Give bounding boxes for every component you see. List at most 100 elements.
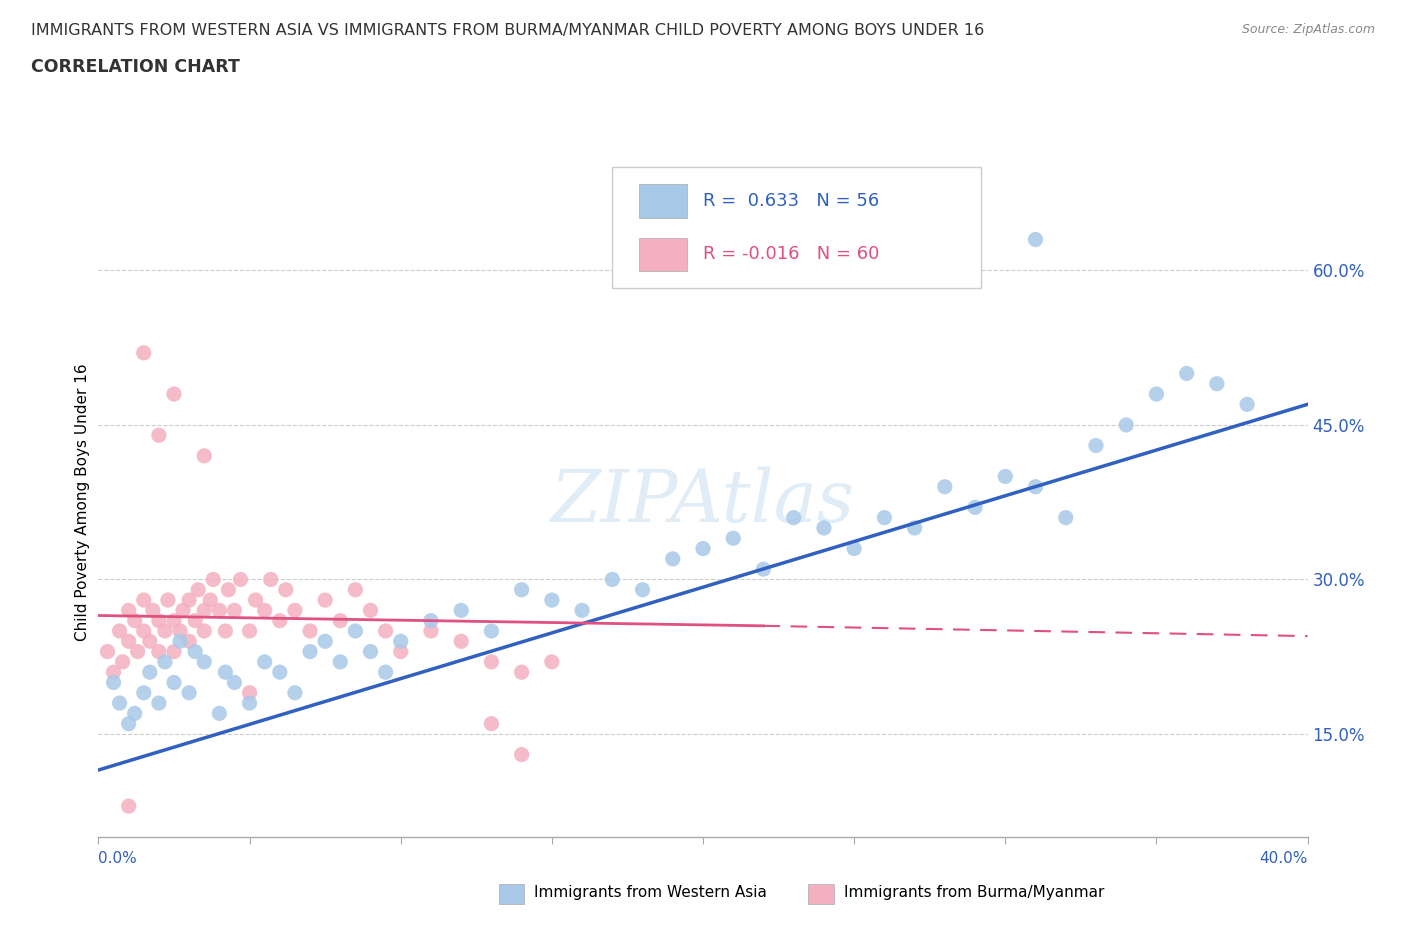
Point: [148, 644, 170, 659]
Point: [1206, 377, 1229, 392]
Point: [163, 644, 186, 659]
Point: [274, 582, 297, 597]
Point: [253, 603, 276, 618]
Point: [602, 572, 624, 587]
Point: [148, 613, 170, 628]
Point: [124, 706, 146, 721]
Point: [510, 747, 533, 762]
Point: [208, 706, 231, 721]
Point: [156, 592, 179, 607]
Point: [111, 655, 134, 670]
Point: [132, 592, 155, 607]
Point: [752, 562, 775, 577]
Point: [239, 685, 262, 700]
Point: [148, 696, 170, 711]
Text: Source: ZipAtlas.com: Source: ZipAtlas.com: [1241, 23, 1375, 36]
Point: [1236, 397, 1258, 412]
Point: [260, 572, 283, 587]
Point: [934, 479, 956, 494]
Point: [184, 613, 207, 628]
Point: [103, 665, 125, 680]
Point: [193, 655, 215, 670]
Point: [481, 655, 503, 670]
Point: [1115, 418, 1137, 432]
Point: [329, 655, 352, 670]
Point: [118, 799, 141, 814]
Point: [239, 623, 262, 638]
Point: [1085, 438, 1108, 453]
Point: [142, 603, 165, 618]
FancyBboxPatch shape: [638, 184, 688, 218]
Text: 40.0%: 40.0%: [1260, 851, 1308, 866]
Point: [103, 675, 125, 690]
Text: R = -0.016   N = 60: R = -0.016 N = 60: [703, 246, 879, 263]
Point: [132, 623, 155, 638]
Point: [184, 644, 207, 659]
Point: [124, 613, 146, 628]
Point: [510, 582, 533, 597]
Point: [245, 592, 267, 607]
Point: [813, 521, 835, 536]
Point: [374, 623, 396, 638]
Point: [214, 623, 236, 638]
Point: [662, 551, 685, 566]
Point: [344, 582, 367, 597]
Point: [187, 582, 209, 597]
Point: [314, 592, 336, 607]
Point: [169, 634, 191, 649]
Point: [571, 603, 593, 618]
Point: [1175, 366, 1198, 381]
Point: [108, 696, 131, 711]
Point: [200, 592, 222, 607]
Point: [193, 448, 215, 463]
FancyBboxPatch shape: [638, 238, 688, 272]
Point: [172, 603, 194, 618]
Point: [163, 387, 186, 402]
Point: [193, 603, 215, 618]
Point: [844, 541, 866, 556]
Point: [481, 623, 503, 638]
Point: [139, 665, 162, 680]
Point: [420, 613, 443, 628]
Point: [202, 572, 225, 587]
Point: [540, 655, 562, 670]
Point: [299, 623, 322, 638]
Point: [179, 634, 201, 649]
Point: [389, 644, 412, 659]
Point: [139, 634, 162, 649]
Point: [118, 634, 141, 649]
Point: [108, 623, 131, 638]
Point: [224, 603, 246, 618]
Point: [208, 603, 231, 618]
Point: [269, 613, 291, 628]
Point: [873, 511, 896, 525]
Point: [510, 665, 533, 680]
Point: [284, 603, 307, 618]
Point: [118, 603, 141, 618]
Point: [1054, 511, 1077, 525]
Point: [193, 623, 215, 638]
Point: [481, 716, 503, 731]
Point: [96, 644, 118, 659]
Point: [148, 428, 170, 443]
Point: [163, 613, 186, 628]
Point: [374, 665, 396, 680]
Point: [1024, 479, 1046, 494]
Point: [723, 531, 745, 546]
Point: [153, 655, 176, 670]
Point: [1144, 387, 1167, 402]
Y-axis label: Child Poverty Among Boys Under 16: Child Poverty Among Boys Under 16: [75, 364, 90, 641]
Point: [420, 623, 443, 638]
Point: [692, 541, 714, 556]
Point: [284, 685, 307, 700]
Text: ZIPAtlas: ZIPAtlas: [551, 467, 855, 538]
Point: [217, 582, 239, 597]
Point: [179, 592, 201, 607]
Text: R =  0.633   N = 56: R = 0.633 N = 56: [703, 192, 879, 210]
Point: [153, 623, 176, 638]
Point: [360, 644, 382, 659]
Point: [253, 655, 276, 670]
Point: [1024, 232, 1046, 247]
Point: [169, 623, 191, 638]
Point: [118, 716, 141, 731]
